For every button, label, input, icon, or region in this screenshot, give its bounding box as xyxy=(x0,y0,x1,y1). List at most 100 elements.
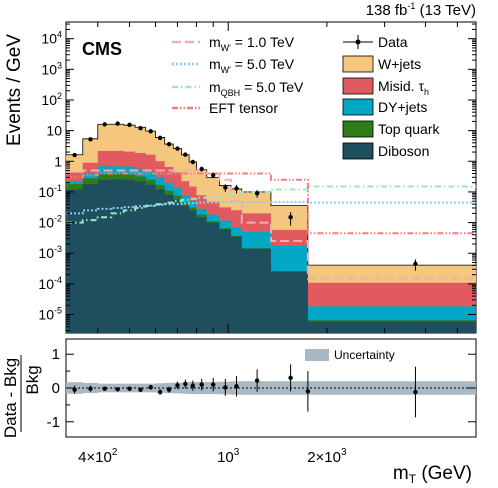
y-tick-label-4: 10-1 xyxy=(38,183,62,200)
legend-bkg-label: W+jets xyxy=(378,56,421,72)
data-point-9 xyxy=(175,146,180,151)
ratio-point-3 xyxy=(115,387,120,392)
legend-bkg-0: W+jets xyxy=(342,55,421,73)
ratio-point-5 xyxy=(138,387,143,392)
ratio-marker xyxy=(157,389,163,395)
y-tick-label-9: 104 xyxy=(41,30,62,47)
legend: mW' = 1.0 TeV mW' = 5.0 TeV mQBH = 5.0 TeV… xyxy=(172,34,440,160)
legend-bkg-1: Misid. τh xyxy=(342,77,429,97)
y-axis-label: Events / GeV xyxy=(4,34,25,146)
ratio-point-16 xyxy=(254,369,260,392)
data-marker xyxy=(166,142,172,147)
signal-line-2 xyxy=(66,185,476,224)
data-point-3 xyxy=(115,121,120,126)
ratio-y-tick-label-1: 0 xyxy=(52,380,60,397)
ratio-marker xyxy=(127,386,132,391)
legend-data-marker xyxy=(355,39,361,45)
y-tick-label-1: 10-4 xyxy=(38,275,62,292)
ratio-y-label: Data - Bkg Bkg xyxy=(1,355,42,438)
data-marker xyxy=(413,261,418,267)
legend-signal-0: mW' = 1.0 TeV xyxy=(172,34,295,53)
y-tick-label-2: 10-3 xyxy=(38,244,62,261)
data-marker xyxy=(127,122,132,127)
ratio-panel: -1 0 1 4×102 103 2×103 Uncertainty Data - Bkg… xyxy=(1,338,477,486)
data-point-15 xyxy=(234,184,239,194)
data-point-18 xyxy=(413,259,418,271)
data-marker xyxy=(288,214,293,220)
ratio-point-18 xyxy=(305,371,311,412)
uncertainty-label: Uncertainty xyxy=(334,348,395,362)
ratio-marker xyxy=(305,389,311,394)
signal-line-1 xyxy=(66,200,476,215)
ratio-ylabel-bottom: Bkg xyxy=(23,365,42,394)
data-point-6 xyxy=(148,129,153,134)
ratio-marker xyxy=(148,385,153,390)
data-point-0 xyxy=(72,152,77,158)
ratio-marker xyxy=(115,387,120,392)
data-point-8 xyxy=(166,142,172,147)
data-marker xyxy=(254,191,260,196)
y-tick-label-5: 1 xyxy=(54,153,62,169)
ratio-y-tick-label-0: -1 xyxy=(47,414,60,431)
legend-bkg-swatch xyxy=(342,120,374,138)
x-tick-label-0: 4×102 xyxy=(78,447,118,466)
data-marker xyxy=(183,152,188,157)
y-tick-label-6: 10 xyxy=(46,123,62,139)
ratio-point-0 xyxy=(72,385,77,394)
legend-signal-label: EFT tensor xyxy=(209,100,278,116)
data-point-17 xyxy=(288,212,293,226)
legend-bkg-swatch xyxy=(342,77,374,95)
ratio-points xyxy=(72,364,418,418)
stack-diboson xyxy=(66,179,476,333)
ratio-y-tick-label-2: 1 xyxy=(52,346,60,363)
data-marker xyxy=(115,121,120,126)
x-tick-label-1: 103 xyxy=(217,447,240,466)
data-marker xyxy=(157,135,163,141)
ratio-axes: -1 0 1 4×102 103 2×103 xyxy=(47,346,476,466)
ratio-marker xyxy=(199,382,204,387)
ratio-point-14 xyxy=(223,378,228,396)
legend-signal-2: mQBH = 5.0 TeV xyxy=(172,79,304,98)
ratio-point-9 xyxy=(175,381,180,390)
data-point-2 xyxy=(102,122,107,127)
ratio-marker xyxy=(88,386,93,391)
y-tick-label-3: 10-2 xyxy=(38,214,62,231)
data-point-4 xyxy=(127,122,132,127)
ratio-point-4 xyxy=(127,386,132,391)
data-marker xyxy=(138,126,143,131)
data-marker xyxy=(223,185,228,190)
data-marker xyxy=(175,146,180,151)
data-point-12 xyxy=(199,166,204,172)
legend-bkg-swatch xyxy=(342,142,374,160)
ratio-marker xyxy=(102,386,107,391)
ratio-legend: Uncertainty xyxy=(305,348,395,362)
data-marker xyxy=(190,159,196,165)
ratio-point-1 xyxy=(88,385,93,392)
ratio-point-13 xyxy=(211,377,216,392)
ratio-point-7 xyxy=(157,389,163,395)
data-point-5 xyxy=(138,126,143,131)
ratio-marker xyxy=(413,389,418,395)
data-point-16 xyxy=(254,190,260,198)
legend-bkg-swatch xyxy=(342,55,374,73)
ratio-marker xyxy=(166,387,172,392)
legend-bkg-label: DY+jets xyxy=(378,99,427,115)
ratio-point-2 xyxy=(102,386,107,391)
ratio-marker xyxy=(72,387,77,392)
legend-data-label: Data xyxy=(378,34,408,50)
legend-bkg-label: Top quark xyxy=(378,121,440,137)
data-point-14 xyxy=(223,184,228,192)
ratio-marker xyxy=(190,383,196,388)
data-point-1 xyxy=(88,137,93,142)
legend-bkg-label: Diboson xyxy=(378,143,429,159)
legend-signal-3: EFT tensor xyxy=(172,100,278,116)
data-marker xyxy=(199,166,204,172)
data-marker xyxy=(234,186,239,191)
legend-bkg-label: Misid. τh xyxy=(378,78,429,97)
data-marker xyxy=(102,122,107,127)
ratio-marker xyxy=(175,383,180,388)
ratio-ylabel-top: Data - Bkg xyxy=(1,358,20,438)
data-marker xyxy=(148,129,153,134)
ratio-point-15 xyxy=(234,376,239,397)
